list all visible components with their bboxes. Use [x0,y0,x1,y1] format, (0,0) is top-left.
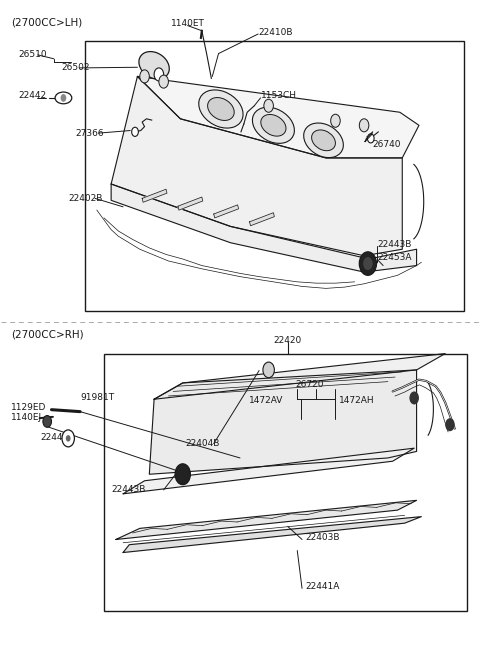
Circle shape [140,70,149,83]
Circle shape [132,127,138,136]
Circle shape [159,75,168,88]
Text: (2700CC>RH): (2700CC>RH) [11,329,84,339]
Circle shape [66,435,71,441]
Polygon shape [178,197,203,210]
Circle shape [154,68,164,81]
Text: 26502: 26502 [61,64,90,73]
Circle shape [363,257,372,270]
Ellipse shape [252,107,294,143]
Circle shape [60,94,66,102]
Polygon shape [137,77,419,158]
Ellipse shape [261,115,286,136]
Ellipse shape [312,130,336,151]
Circle shape [367,134,374,143]
Text: 26720: 26720 [295,380,324,389]
Polygon shape [154,354,445,400]
Bar [85,41,464,311]
Circle shape [62,430,74,447]
Text: 1153CH: 1153CH [261,92,297,100]
Text: 26510: 26510 [18,50,47,60]
Text: 1472AH: 1472AH [339,396,375,405]
Text: 22410B: 22410B [258,28,293,37]
Circle shape [264,99,274,112]
Text: 22402B: 22402B [68,194,103,203]
Circle shape [360,119,369,132]
Polygon shape [214,205,239,218]
Bar [104,354,467,611]
Ellipse shape [55,92,72,103]
Circle shape [43,415,51,427]
Ellipse shape [139,52,169,79]
Text: 26740: 26740 [372,140,401,149]
Polygon shape [111,77,402,255]
Text: 22403B: 22403B [306,533,340,542]
Circle shape [331,114,340,127]
Circle shape [445,418,455,431]
Polygon shape [149,370,417,474]
Text: 22443B: 22443B [111,485,145,495]
Polygon shape [111,184,417,272]
Circle shape [409,392,419,404]
Text: (2700CC>LH): (2700CC>LH) [11,17,82,28]
Text: 1129ED: 1129ED [11,403,46,411]
Text: 22441A: 22441A [306,582,340,591]
Text: 1472AV: 1472AV [249,396,283,405]
Text: 22442: 22442 [40,432,69,441]
Text: 22453A: 22453A [377,253,412,262]
Text: 22442: 22442 [18,92,46,100]
Circle shape [175,464,191,485]
Ellipse shape [208,98,234,121]
Ellipse shape [199,90,243,128]
Polygon shape [250,213,275,226]
Text: 22404B: 22404B [185,439,219,448]
Polygon shape [116,500,417,540]
Text: 1140EJ: 1140EJ [11,413,42,422]
Polygon shape [123,448,414,494]
Circle shape [360,252,376,275]
Polygon shape [365,132,372,141]
Text: 22443B: 22443B [377,240,412,248]
Text: 22420: 22420 [274,336,302,345]
Polygon shape [142,189,167,202]
Ellipse shape [304,123,343,158]
Text: 91981T: 91981T [80,393,114,402]
Text: 27366: 27366 [75,128,104,138]
Text: 1140ET: 1140ET [170,19,204,28]
Polygon shape [123,517,421,553]
Circle shape [263,362,275,378]
